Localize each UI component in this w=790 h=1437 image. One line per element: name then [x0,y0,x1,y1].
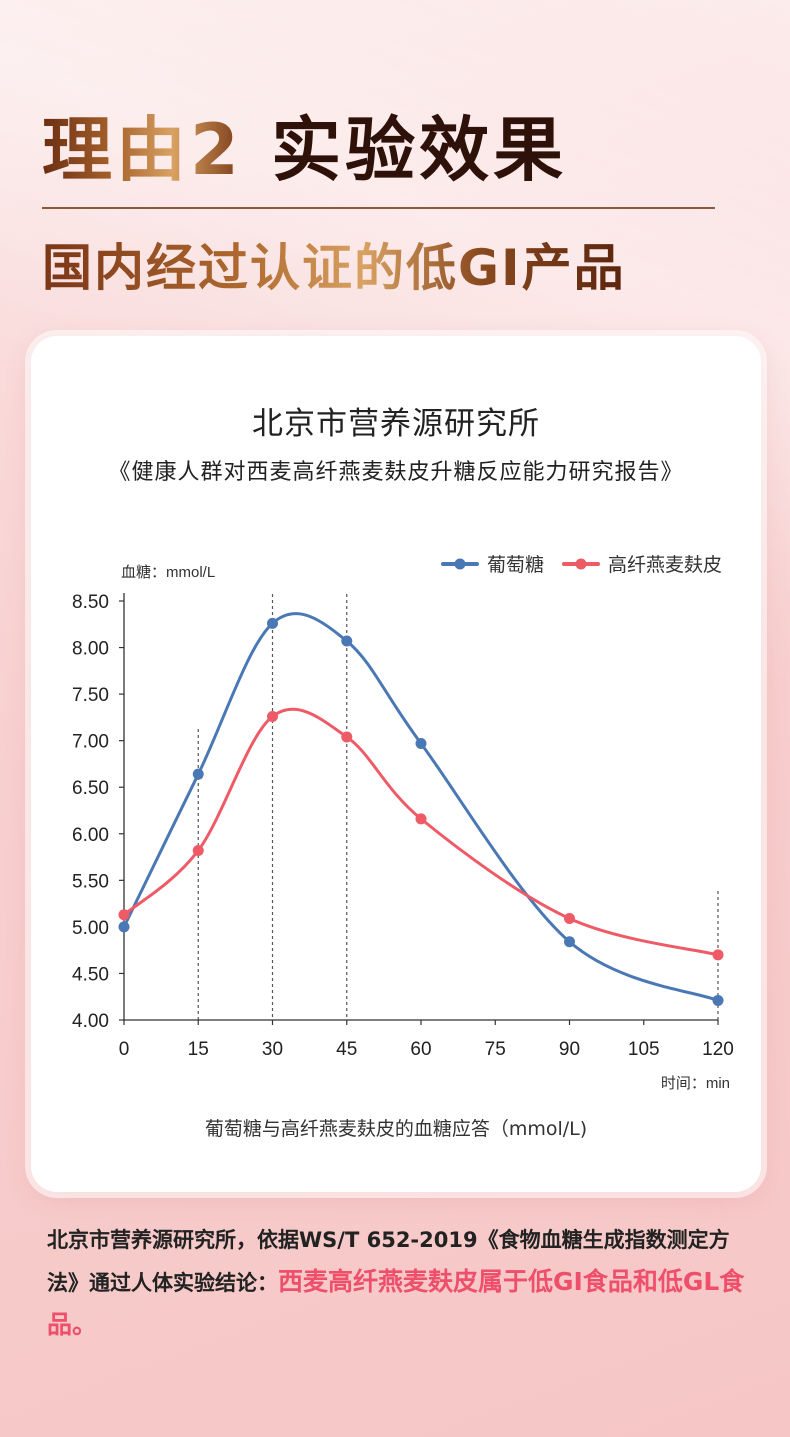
data-point-series-1 [415,737,427,749]
y-tick-label: 4.50 [72,964,109,985]
x-tick-label: 30 [262,1039,283,1060]
y-tick-label: 7.00 [72,732,109,753]
x-axis-label: 时间：min [661,1075,730,1092]
x-tick-label: 45 [336,1039,357,1060]
legend-label: 高纤燕麦麸皮 [608,554,722,576]
y-tick-label: 7.50 [72,685,109,706]
chart-card-subtitle: 《健康人群对西麦高纤燕麦麸皮升糖反应能力研究报告》 [108,460,684,485]
data-point-series-1 [192,768,204,780]
x-tick-label: 75 [485,1039,506,1060]
y-tick-label: 5.00 [72,918,109,939]
x-tick-label: 0 [119,1039,130,1060]
y-tick-label: 5.50 [72,871,109,892]
x-tick-label: 60 [410,1039,431,1060]
conclusion-text: 北京市营养源研究所，依据WS/T 652-2019《食物血糖生成指数测定方法》通… [47,1228,730,1295]
y-tick-label: 4.00 [72,1011,109,1032]
title-reason-number: 理由2 [42,109,243,191]
data-point-series-1 [712,994,724,1006]
title-divider [42,207,715,209]
data-point-series-2 [712,949,724,961]
series-line-1 [122,612,720,1002]
data-point-series-1 [118,921,130,933]
x-tick-label: 90 [559,1039,580,1060]
y-tick-label: 8.00 [72,639,109,660]
x-tick-label: 120 [702,1039,734,1060]
page-title: 理由2 实验效果 [42,108,567,192]
y-tick-label: 6.00 [72,825,109,846]
page-subtitle: 国内经过认证的低GI产品 [42,239,626,297]
x-tick-label: 15 [188,1039,209,1060]
legend-label: 葡萄糖 [487,554,544,576]
title-experiment-effect: 实验效果 [271,109,568,191]
conclusion-note: 北京市营养源研究所，依据WS/T 652-2019《食物血糖生成指数测定方法》通… [47,1219,747,1347]
data-point-series-1 [341,635,353,647]
x-tick-label: 105 [628,1039,660,1060]
data-point-series-2 [415,813,427,825]
legend-swatch-marker [575,558,587,570]
data-point-series-2 [564,913,575,925]
y-axis-label: 血糖：mmol/L [121,564,215,581]
data-point-series-2 [341,731,353,743]
chart-caption: 葡萄糖与高纤燕麦麸皮的血糖应答（mmol/L) [204,1118,588,1140]
data-point-series-2 [267,710,278,722]
chart-card-title: 北京市营养源研究所 [252,406,540,442]
y-tick-label: 8.50 [72,592,109,613]
data-point-series-2 [118,909,130,921]
y-tick-label: 6.50 [72,778,109,799]
legend-swatch-marker [454,558,466,570]
data-point-series-1 [564,936,575,948]
data-point-series-2 [192,845,204,857]
chart-card: 北京市营养源研究所 《健康人群对西麦高纤燕麦麸皮升糖反应能力研究报告》 4.00… [31,336,761,1192]
data-point-series-1 [267,617,278,629]
line-chart: 4.00 4.50 5.00 5.50 6.00 6.50 7.00 7.50 8.00 8.50… [72,554,734,1092]
conclusion-highlight: 西麦高纤燕麦麸皮属于低GI食品和低GL食品。 [47,1267,745,1339]
